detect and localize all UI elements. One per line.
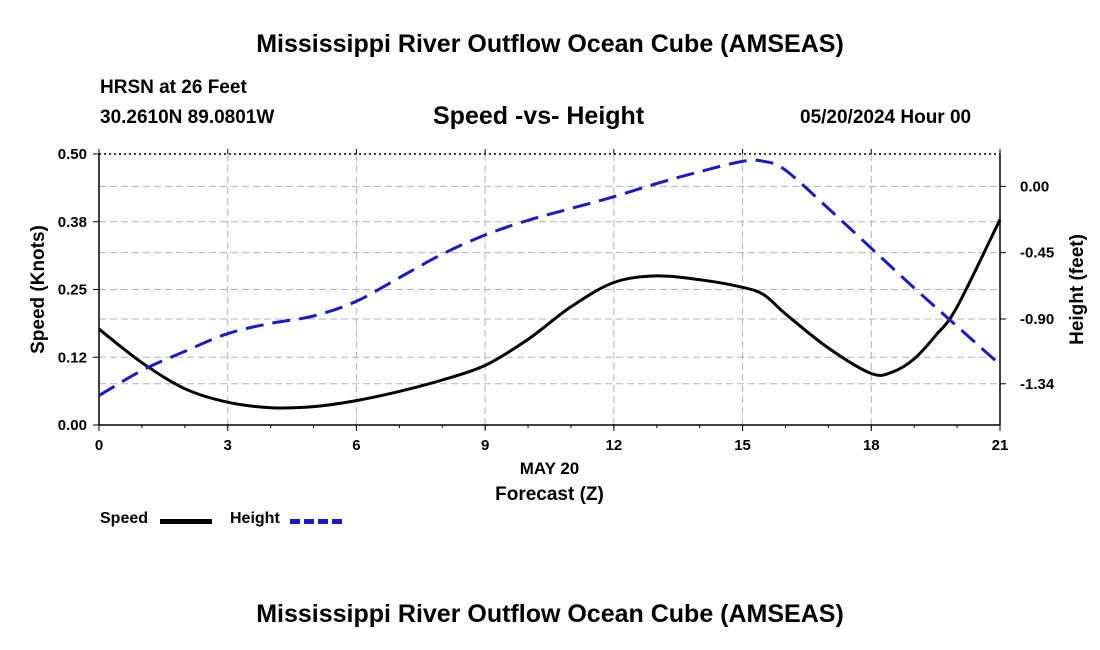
- x-tick-label: 3: [224, 437, 232, 454]
- legend-speed-swatch: [160, 519, 212, 524]
- y2-axis-label: Height (feet): [1067, 234, 1088, 345]
- y-axis-label: Speed (Knots): [28, 225, 49, 354]
- x-tick-label: 0: [95, 437, 103, 454]
- x-tick-label: 21: [992, 437, 1009, 454]
- coordinates-label: 30.2610N 89.0801W: [100, 107, 275, 128]
- x-tick-label: 6: [352, 437, 360, 454]
- y-tick-label: 0.12: [58, 349, 87, 366]
- y2-tick-label: 0.00: [1020, 178, 1049, 195]
- chart-title: Speed -vs- Height: [433, 102, 645, 130]
- height-series-line: [98, 158, 1001, 397]
- speed-series-line: [98, 218, 1002, 410]
- legend-height-label: Height: [230, 510, 280, 527]
- speed-height-chart: 0 3 6 9 12 15 18 21 0.00 0.12 0.25 0.38 0.50 0.00 -0.4…: [28, 146, 1088, 505]
- x-tick-label: 15: [734, 437, 751, 454]
- legend-height-swatch: [290, 519, 342, 524]
- x-tick-label: 12: [606, 437, 623, 454]
- page-title: Mississippi River Outflow Ocean Cube (AM…: [256, 30, 844, 58]
- datetime-label: 05/20/2024 Hour 00: [800, 107, 972, 128]
- x-axis-label: Forecast (Z): [495, 484, 604, 505]
- y-tick-label: 0.38: [58, 214, 87, 231]
- y2-tick-label: -1.34: [1020, 376, 1055, 393]
- x-tick-label: 18: [863, 437, 880, 454]
- y-tick-label: 0.50: [58, 146, 87, 163]
- legend-speed-label: Speed: [100, 510, 149, 527]
- y-tick-label: 0.00: [58, 417, 87, 434]
- station-label: HRSN at 26 Feet: [100, 77, 247, 98]
- page-title-repeat: Mississippi River Outflow Ocean Cube (AM…: [256, 600, 844, 628]
- y-tick-label: 0.25: [58, 282, 87, 299]
- y2-tick-label: -0.45: [1020, 245, 1054, 262]
- x-tick-label: 9: [481, 437, 489, 454]
- x-date-label: MAY 20: [520, 459, 580, 478]
- y2-tick-label: -0.90: [1020, 311, 1054, 328]
